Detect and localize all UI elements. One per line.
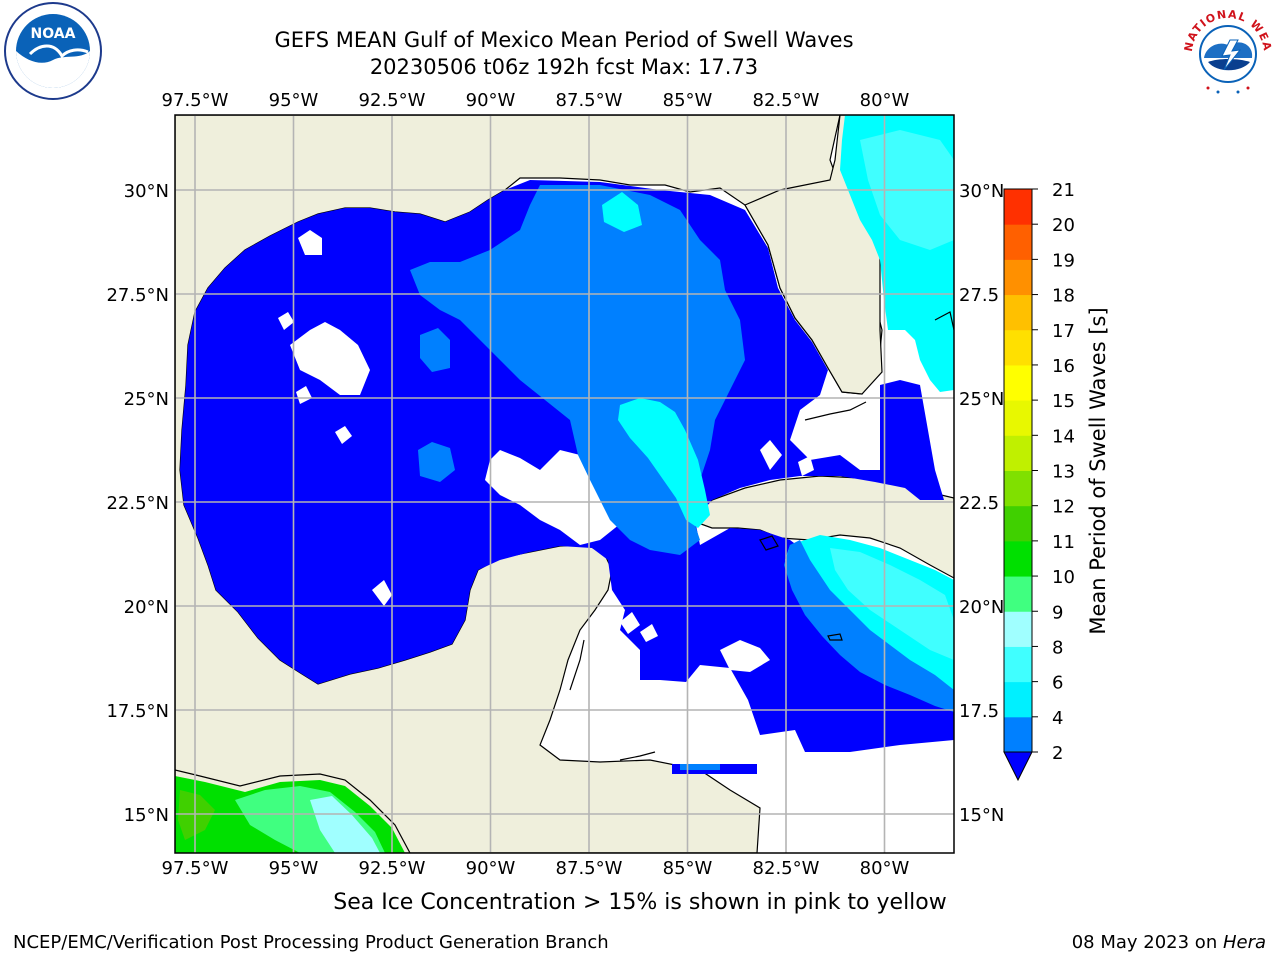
lon-label-bottom: 87.5°W xyxy=(556,858,623,879)
colorbar-segment xyxy=(1004,189,1032,225)
footer-date-text: 08 May 2023 on xyxy=(1071,932,1223,953)
lon-label-bottom: 85°W xyxy=(663,858,713,879)
colorbar-tick-label: 20 xyxy=(1052,215,1075,236)
colorbar-segment xyxy=(1004,716,1032,753)
colorbar-tick-label: 17 xyxy=(1052,321,1075,342)
nws-logo: NATIONAL WEATHER SERVICE xyxy=(1178,0,1275,99)
lon-label-top: 87.5°W xyxy=(556,90,623,111)
lon-label-top: 80°W xyxy=(860,90,910,111)
lat-label-right: 22.5 xyxy=(959,493,999,514)
colorbar-segment xyxy=(1004,540,1032,577)
lat-label-right: 20°N xyxy=(959,597,1004,618)
swell-caribbean-4-6 xyxy=(784,540,954,712)
colorbar-segment xyxy=(1004,505,1032,542)
chart-title: GEFS MEAN Gulf of Mexico Mean Period of … xyxy=(274,28,854,52)
map-frame xyxy=(174,114,955,854)
colorbar-tick-label: 13 xyxy=(1052,462,1075,483)
colorbar-tick-label: 21 xyxy=(1052,180,1075,201)
colorbar-tick-label: 19 xyxy=(1052,250,1075,271)
lon-label-top: 95°W xyxy=(269,90,319,111)
footer-date: 08 May 2023 on Hera xyxy=(1072,932,1266,953)
colorbar-segment xyxy=(1004,611,1032,647)
colorbar-tick-label: 4 xyxy=(1052,708,1063,729)
colorbar-tick-label: 9 xyxy=(1052,602,1063,623)
footer-branch: NCEP/EMC/Verification Post Processing Pr… xyxy=(13,932,609,953)
colorbar-tick-label: 12 xyxy=(1052,497,1075,518)
colorbar-segment xyxy=(1004,646,1032,683)
chart-subtitle: 20230506 t06z 192h fcst Max: 17.73 xyxy=(369,55,759,79)
colorbar: 2 4 6 8 9 10 11 12 13 14 15 16 17 18 19 20 21 xyxy=(1003,180,1075,782)
lon-label-bottom: 80°W xyxy=(860,858,910,879)
lat-label-right: 27.5 xyxy=(959,285,999,306)
lon-label-bottom: 92.5°W xyxy=(359,858,426,879)
colorbar-tick-label: 6 xyxy=(1052,673,1063,694)
noaa-logo: NOAA xyxy=(4,2,102,100)
lon-label-top: 97.5°W xyxy=(162,90,229,111)
colorbar-segment xyxy=(1004,364,1032,401)
colorbar-tick-label: 8 xyxy=(1052,637,1063,658)
colorbar-under-arrow xyxy=(1003,751,1033,782)
swell-patch-6-8-north xyxy=(602,192,642,232)
noaa-logo-text: NOAA xyxy=(31,26,76,42)
colorbar-segment xyxy=(1004,224,1032,260)
colorbar-segment xyxy=(1004,470,1032,507)
lat-label-left: 22.5°N xyxy=(106,493,169,514)
swell-pacific-8-9 xyxy=(310,796,380,853)
swell-patch-4-6-west xyxy=(420,328,450,372)
lat-label-right: 15°N xyxy=(959,805,1004,826)
footer-host: Hera xyxy=(1222,932,1266,953)
colorbar-tick-label: 2 xyxy=(1052,743,1063,764)
lon-label-bottom: 95°W xyxy=(269,858,319,879)
lat-label-left: 25°N xyxy=(124,389,169,410)
colorbar-tick-label: 14 xyxy=(1052,426,1075,447)
colorbar-tick-label: 11 xyxy=(1052,532,1075,553)
island-outlines xyxy=(569,311,954,761)
map-gridlines xyxy=(175,115,954,853)
lat-label-right: 17.5 xyxy=(959,701,999,722)
colorbar-segment xyxy=(1004,576,1032,612)
colorbar-segment xyxy=(1004,294,1032,331)
colorbar-tick-label: 16 xyxy=(1052,356,1075,377)
colorbar-tick-label: 18 xyxy=(1052,286,1075,307)
lat-label-left: 17.5°N xyxy=(106,701,169,722)
lat-label-left: 27.5°N xyxy=(106,285,169,306)
colorbar-segment xyxy=(1004,400,1032,436)
colorbar-segment xyxy=(1004,259,1032,296)
lon-label-bottom: 97.5°W xyxy=(162,858,229,879)
colorbar-tick-label: 10 xyxy=(1052,567,1075,588)
swell-caribbean-8-9 xyxy=(830,548,954,660)
latitude-labels-left: 30°N 27.5°N 25°N 22.5°N 20°N 17.5°N 15°N xyxy=(106,181,169,826)
swell-pacific-11-12 xyxy=(178,790,215,840)
lat-label-left: 30°N xyxy=(124,181,169,202)
lat-label-left: 20°N xyxy=(124,597,169,618)
map-panel xyxy=(175,115,954,853)
lon-label-bottom: 90°W xyxy=(466,858,516,879)
latitude-labels-right: 30°N 27.5 25°N 22.5 20°N 17.5 15°N xyxy=(959,181,1004,826)
sea-ice-note: Sea Ice Concentration > 15% is shown in … xyxy=(333,890,947,915)
longitude-labels-bottom: 97.5°W 95°W 92.5°W 90°W 87.5°W 85°W 82.5°W 80°W xyxy=(162,858,910,879)
colorbar-tick-label: 15 xyxy=(1052,391,1075,412)
lon-label-top: 90°W xyxy=(466,90,516,111)
lon-label-bottom: 82.5°W xyxy=(753,858,820,879)
lon-label-top: 82.5°W xyxy=(753,90,820,111)
lat-label-right: 30°N xyxy=(959,181,1004,202)
longitude-labels-top: 97.5°W 95°W 92.5°W 90°W 87.5°W 85°W 82.5°W 80°W xyxy=(162,90,910,111)
lon-label-top: 92.5°W xyxy=(359,90,426,111)
swell-honduras-strip-4-6 xyxy=(680,764,720,770)
colorbar-segment xyxy=(1004,329,1032,366)
lon-label-top: 85°W xyxy=(663,90,713,111)
swell-patch-4-6-south xyxy=(418,442,455,482)
colorbar-segment xyxy=(1004,435,1032,471)
lat-label-left: 15°N xyxy=(124,805,169,826)
lat-label-right: 25°N xyxy=(959,389,1004,410)
colorbar-segment xyxy=(1004,681,1032,718)
colorbar-label: Mean Period of Swell Waves [s] xyxy=(1086,307,1110,634)
